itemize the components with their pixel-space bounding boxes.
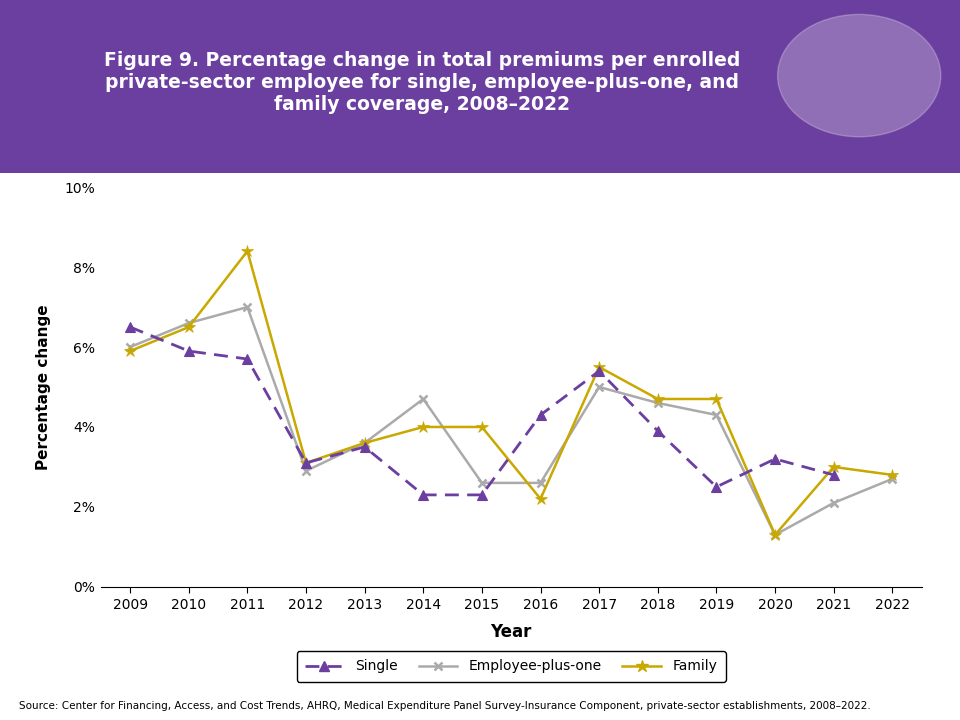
Text: Source: Center for Financing, Access, and Cost Trends, AHRQ, Medical Expenditure: Source: Center for Financing, Access, an… — [19, 701, 871, 711]
X-axis label: Year: Year — [491, 623, 532, 641]
Y-axis label: Percentage change: Percentage change — [36, 304, 51, 470]
Text: Figure 9. Percentage change in total premiums per enrolled
private-sector employ: Figure 9. Percentage change in total pre… — [105, 51, 740, 114]
Legend: Single, Employee-plus-one, Family: Single, Employee-plus-one, Family — [297, 651, 726, 682]
